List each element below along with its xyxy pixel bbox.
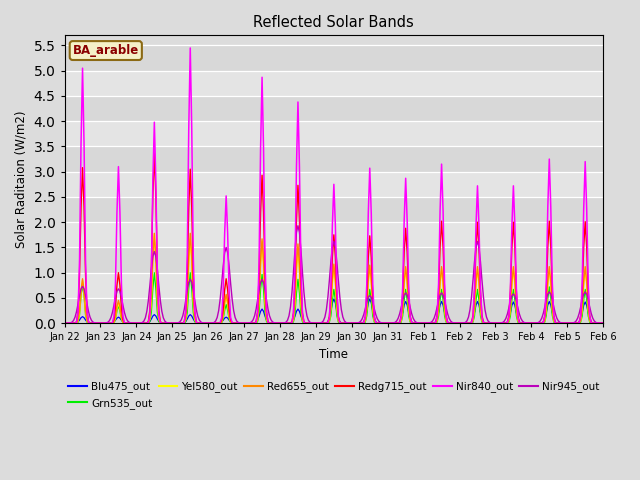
Bar	[65, 248, 603, 273]
Grn535_out	[556, 320, 564, 326]
Nir840_out	[61, 320, 68, 326]
Legend: Blu475_out, Grn535_out, Yel580_out, Red655_out, Redg715_out, Nir840_out, Nir945_: Blu475_out, Grn535_out, Yel580_out, Red6…	[64, 377, 604, 413]
Redg715_out	[150, 150, 158, 156]
Bar	[65, 71, 603, 96]
Nir840_out	[556, 320, 564, 326]
Nir840_out	[357, 320, 365, 326]
Blu475_out	[357, 320, 365, 326]
Y-axis label: Solar Raditaion (W/m2): Solar Raditaion (W/m2)	[15, 110, 28, 248]
Nir945_out	[470, 259, 478, 264]
Red655_out	[470, 304, 478, 310]
Blu475_out	[631, 320, 639, 326]
Yel580_out	[80, 290, 88, 296]
Nir840_out	[98, 320, 106, 326]
Bar	[65, 197, 603, 222]
Yel580_out	[470, 307, 478, 312]
Red655_out	[61, 320, 68, 326]
Bar	[65, 121, 603, 146]
Bar	[65, 222, 603, 248]
Red655_out	[634, 320, 640, 326]
Nir840_out	[470, 286, 478, 292]
Grn535_out	[470, 313, 478, 319]
Red655_out	[98, 320, 106, 326]
Nir945_out	[634, 320, 640, 326]
Red655_out	[556, 320, 564, 326]
Nir945_out	[61, 320, 68, 326]
Nir945_out	[357, 318, 365, 324]
Yel580_out	[556, 320, 564, 326]
Blu475_out	[80, 315, 88, 321]
Nir945_out	[631, 320, 639, 326]
Grn535_out	[61, 320, 68, 326]
Yel580_out	[631, 320, 639, 326]
Line: Nir945_out: Nir945_out	[65, 226, 637, 323]
Blu475_out	[330, 296, 338, 302]
Bar	[65, 46, 603, 71]
Redg715_out	[80, 204, 88, 209]
Grn535_out	[631, 320, 639, 326]
Title: Reflected Solar Bands: Reflected Solar Bands	[253, 15, 414, 30]
Redg715_out	[470, 288, 478, 294]
Redg715_out	[631, 320, 639, 326]
Line: Red655_out: Red655_out	[65, 233, 637, 323]
Blu475_out	[98, 320, 106, 326]
Yel580_out	[150, 231, 158, 237]
Nir945_out	[556, 319, 564, 325]
Redg715_out	[61, 320, 68, 326]
Yel580_out	[61, 320, 68, 326]
Redg715_out	[556, 320, 564, 326]
Nir945_out	[294, 223, 302, 228]
Bar	[65, 96, 603, 121]
Grn535_out	[150, 270, 158, 276]
Line: Nir840_out: Nir840_out	[65, 48, 637, 323]
Blu475_out	[61, 320, 68, 326]
Line: Blu475_out: Blu475_out	[65, 299, 637, 323]
Nir840_out	[631, 320, 639, 326]
Bar	[65, 172, 603, 197]
Line: Grn535_out: Grn535_out	[65, 273, 637, 323]
Grn535_out	[634, 320, 640, 326]
Yel580_out	[634, 320, 640, 326]
Bar	[65, 146, 603, 172]
Blu475_out	[470, 310, 478, 315]
Bar	[65, 273, 603, 298]
Nir840_out	[186, 45, 194, 51]
Bar	[65, 298, 603, 323]
Red655_out	[150, 230, 158, 236]
Grn535_out	[80, 293, 88, 299]
Blu475_out	[634, 320, 640, 326]
Yel580_out	[98, 320, 106, 326]
Nir945_out	[98, 320, 106, 326]
Grn535_out	[98, 320, 106, 326]
Grn535_out	[357, 320, 365, 326]
Redg715_out	[634, 320, 640, 326]
Nir840_out	[634, 320, 640, 326]
Redg715_out	[98, 320, 106, 326]
Red655_out	[80, 288, 88, 294]
Line: Yel580_out: Yel580_out	[65, 234, 637, 323]
Blu475_out	[556, 320, 564, 326]
Yel580_out	[357, 320, 365, 326]
X-axis label: Time: Time	[319, 348, 348, 361]
Nir945_out	[80, 286, 88, 292]
Red655_out	[357, 320, 365, 326]
Line: Redg715_out: Redg715_out	[65, 153, 637, 323]
Red655_out	[631, 320, 639, 326]
Redg715_out	[357, 320, 365, 326]
Nir840_out	[80, 140, 88, 146]
Text: BA_arable: BA_arable	[73, 44, 139, 57]
